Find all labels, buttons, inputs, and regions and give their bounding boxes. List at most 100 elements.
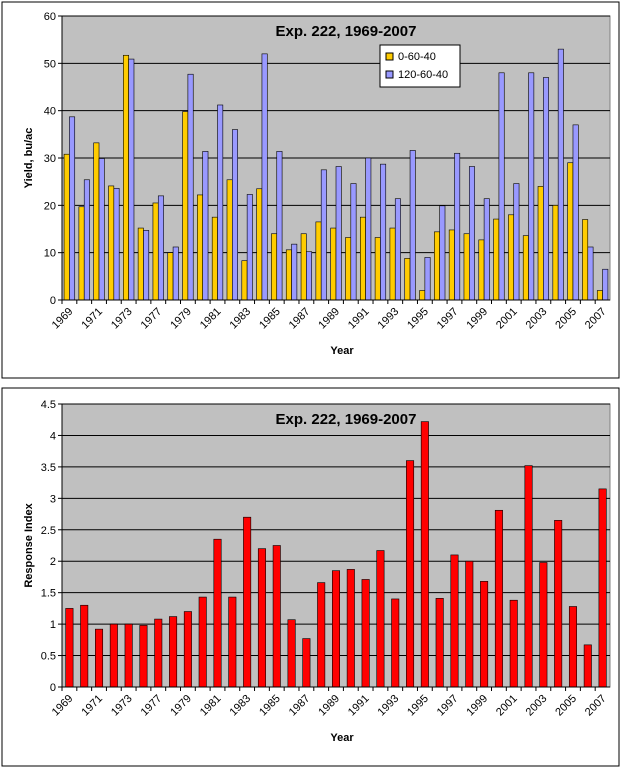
bar (450, 554, 459, 688)
bar (406, 460, 415, 688)
bar (80, 604, 89, 688)
y-tick-label: 3 (50, 493, 56, 505)
chart-title: Exp. 222, 1969-2007 (276, 411, 417, 428)
bar (454, 152, 461, 301)
bar (232, 129, 238, 301)
y-tick-label: 20 (44, 200, 56, 212)
bar (197, 194, 204, 301)
bar (124, 623, 133, 688)
bar (167, 252, 174, 301)
bar (389, 227, 396, 301)
bar (365, 157, 372, 301)
bar (346, 569, 355, 688)
bar (568, 606, 577, 688)
bar (554, 520, 563, 688)
y-tick-label: 3.5 (41, 462, 56, 474)
x-axis-label: Year (330, 345, 354, 357)
bar (213, 538, 222, 688)
bar (394, 198, 401, 301)
bar (537, 186, 544, 301)
bar (539, 562, 548, 688)
bar (587, 246, 594, 301)
bar (95, 628, 104, 688)
chart-title: Exp. 222, 1969-2007 (276, 23, 417, 40)
bar (345, 237, 352, 301)
bar (513, 183, 520, 301)
legend-swatch (385, 70, 394, 79)
bar (154, 618, 163, 688)
y-tick-label: 2.5 (41, 525, 56, 537)
bar (376, 550, 385, 688)
bar (480, 581, 489, 688)
bar (78, 206, 85, 301)
bar (583, 644, 592, 688)
bar (572, 124, 579, 301)
y-tick-label: 4.5 (41, 399, 56, 411)
bar (320, 169, 327, 301)
bar (409, 150, 416, 301)
bar (582, 219, 589, 301)
bar (183, 611, 192, 688)
bar (226, 179, 233, 301)
bar (598, 488, 607, 688)
x-axis-label: Year (330, 732, 354, 744)
bar (543, 77, 549, 301)
bar (198, 596, 207, 688)
bar (463, 233, 470, 301)
bar (243, 516, 252, 688)
bar (65, 608, 74, 688)
bar (241, 260, 248, 301)
bar (494, 509, 503, 688)
bar (483, 198, 490, 301)
bar (169, 616, 178, 688)
bar (302, 638, 311, 688)
bar (276, 151, 283, 301)
bar (271, 233, 278, 301)
y-tick-label: 1 (50, 619, 56, 631)
bar (528, 72, 535, 301)
y-tick-label: 0 (50, 682, 56, 694)
bar (285, 249, 292, 301)
bar (596, 290, 603, 301)
bar (350, 183, 357, 301)
y-tick-label: 1.5 (41, 588, 56, 600)
bar (448, 229, 455, 301)
y-axis-label: Yield, bu/ac (23, 128, 35, 189)
bar (602, 268, 609, 301)
bar (217, 104, 224, 301)
bar (315, 221, 322, 301)
bar (256, 188, 263, 301)
bar (143, 230, 150, 301)
bar (182, 111, 189, 301)
bar (306, 251, 313, 301)
legend-label: 120-60-40 (398, 69, 448, 81)
y-tick-label: 30 (44, 153, 56, 165)
bar (108, 185, 115, 301)
bar (98, 158, 105, 301)
bar (434, 231, 440, 301)
bar (300, 233, 307, 301)
bar (330, 227, 337, 301)
bar (557, 48, 564, 301)
bar (228, 596, 237, 688)
legend (379, 44, 461, 88)
y-tick-label: 0 (50, 295, 56, 307)
bar (331, 570, 341, 688)
y-tick-label: 50 (44, 58, 56, 70)
bar (391, 598, 400, 688)
bar (261, 53, 268, 301)
bar (317, 582, 326, 688)
bar (187, 73, 194, 301)
bar (257, 548, 266, 688)
bar (202, 151, 209, 301)
bar (498, 72, 505, 301)
bar (493, 218, 500, 301)
bar (83, 179, 90, 301)
bar (137, 227, 144, 301)
bar (424, 257, 431, 301)
legend-swatch (385, 52, 394, 61)
bar (567, 162, 574, 301)
bar (509, 599, 518, 688)
bar (291, 243, 298, 301)
bar (508, 214, 515, 301)
